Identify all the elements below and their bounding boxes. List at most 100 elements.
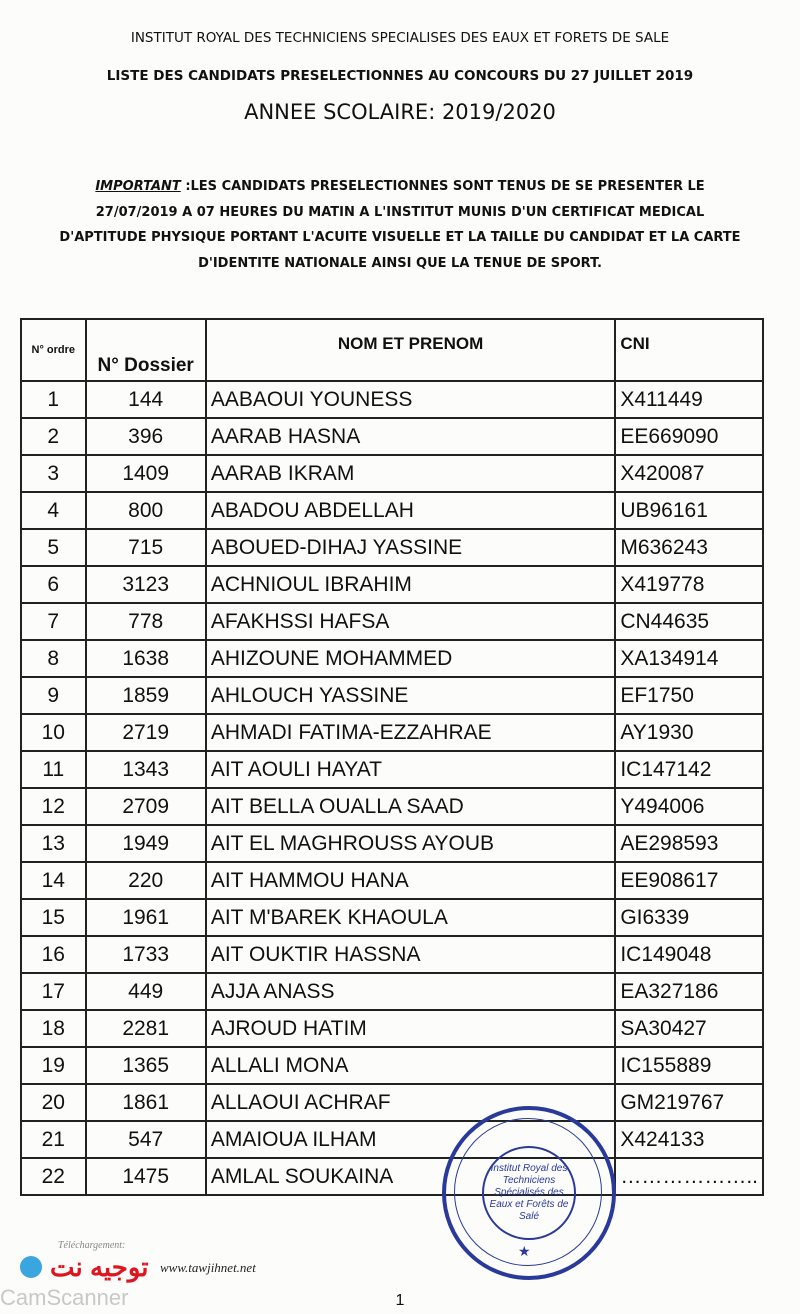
order-cell: 18 <box>20 1009 87 1048</box>
order-cell: 13 <box>20 824 87 863</box>
name-cell: ABOUED-DIHAJ YASSINE <box>204 528 617 567</box>
dossier-cell: 2719 <box>84 713 207 752</box>
stamp-center: Institut Royal des Techniciens Spécialis… <box>482 1146 576 1240</box>
table-row: 10 2719 AHMADI FATIMA-EZZAHRAE AY1930 <box>20 713 764 752</box>
name-cell: AIT HAMMOU HANA <box>204 861 617 900</box>
dossier-cell: 220 <box>84 861 207 900</box>
name-cell: AARAB IKRAM <box>204 454 617 493</box>
dossier-cell: 449 <box>84 972 207 1011</box>
order-cell: 6 <box>20 565 87 604</box>
table-header-row: N° ordre N° Dossier NOM ET PRENOM CNI <box>20 318 764 382</box>
star-icon: ★ <box>518 1243 531 1259</box>
order-cell: 15 <box>20 898 87 937</box>
dossier-cell: 2281 <box>84 1009 207 1048</box>
notice-line: D'APTITUDE PHYSIQUE PORTANT L'ACUITE VIS… <box>59 230 741 245</box>
dossier-cell: 1475 <box>84 1157 207 1196</box>
institute-title: INSTITUT ROYAL DES TECHNICIENS SPECIALIS… <box>130 30 670 46</box>
table-row: 22 1475 AMLAL SOUKAINA……………….. <box>20 1157 764 1196</box>
important-label: IMPORTANT <box>95 179 181 194</box>
cni-cell: X419778 <box>614 565 764 604</box>
table-row: 18 2281 AJROUD HATIM SA30427 <box>20 1009 764 1048</box>
name-cell: AJROUD HATIM <box>204 1009 617 1048</box>
cni-cell: GI6339 <box>614 898 764 937</box>
table-row: 11 1343 AIT AOULI HAYAT IC147142 <box>20 750 764 789</box>
dossier-cell: 1343 <box>84 750 207 789</box>
order-cell: 5 <box>20 528 87 567</box>
cni-cell: SA30427 <box>614 1009 764 1048</box>
name-cell: AIT OUKTIR HASSNA <box>204 935 617 974</box>
table-row: 13 1949 AIT EL MAGHROUSS AYOUB AE298593 <box>20 824 764 863</box>
school-year: ANNEE SCOLAIRE: 2019/2020 <box>244 100 556 124</box>
order-cell: 20 <box>20 1083 87 1122</box>
name-cell: AJJA ANASS <box>204 972 617 1011</box>
col-cni: CNI <box>614 318 764 382</box>
name-cell: AIT BELLA OUALLA SAAD <box>204 787 617 826</box>
download-label: Téléchargement: <box>58 1240 126 1251</box>
order-cell: 19 <box>20 1046 87 1085</box>
name-cell: AHMADI FATIMA-EZZAHRAE <box>204 713 617 752</box>
list-title: LISTE DES CANDIDATS PRESELECTIONNES AU C… <box>106 68 694 84</box>
stamp-ring <box>454 1118 602 1266</box>
dossier-cell: 547 <box>84 1120 207 1159</box>
dossier-cell: 1638 <box>84 639 207 678</box>
watermark: Téléchargement: توجيه نت www.tawjihnet.n… <box>0 1240 300 1314</box>
table-row: 7 778 AFAKHSSI HAFSA CN44635 <box>20 602 764 641</box>
cni-cell: AY1930 <box>614 713 764 752</box>
name-cell: ACHNIOUL IBRAHIM <box>204 565 617 604</box>
order-cell: 16 <box>20 935 87 974</box>
site-logo: توجيه نت <box>50 1252 149 1282</box>
table-row: 1 144 AABAOUI YOUNESS X411449 <box>20 380 764 419</box>
name-cell: AABAOUI YOUNESS <box>204 380 617 419</box>
cni-cell: EF1750 <box>614 676 764 715</box>
cni-cell: M636243 <box>614 528 764 567</box>
cni-cell: X411449 <box>614 380 764 419</box>
name-cell: AHIZOUNE MOHAMMED <box>204 639 617 678</box>
table-row: 17 449 AJJA ANASS EA327186 <box>20 972 764 1011</box>
table-row: 8 1638 AHIZOUNE MOHAMMED XA134914 <box>20 639 764 678</box>
dossier-cell: 1961 <box>84 898 207 937</box>
table-row: 2 396 AARAB HASNA EE669090 <box>20 417 764 456</box>
table-row: 20 1861 ALLAOUI ACHRAF GM219767 <box>20 1083 764 1122</box>
order-cell: 22 <box>20 1157 87 1196</box>
order-cell: 4 <box>20 491 87 530</box>
notice-line: :LES CANDIDATS PRESELECTIONNES SONT TENU… <box>180 179 705 194</box>
order-cell: 7 <box>20 602 87 641</box>
dossier-cell: 800 <box>84 491 207 530</box>
table-row: 15 1961 AIT M'BAREK KHAOULA GI6339 <box>20 898 764 937</box>
name-cell: AHLOUCH YASSINE <box>204 676 617 715</box>
table-row: 4 800 ABADOU ABDELLAH UB96161 <box>20 491 764 530</box>
site-url: www.tawjihnet.net <box>160 1260 256 1275</box>
dossier-cell: 1409 <box>84 454 207 493</box>
table-row: 5 715 ABOUED-DIHAJ YASSINE M636243 <box>20 528 764 567</box>
dossier-cell: 2709 <box>84 787 207 826</box>
name-cell: ABADOU ABDELLAH <box>204 491 617 530</box>
cni-cell: EE908617 <box>614 861 764 900</box>
table-row: 14 220 AIT HAMMOU HANA EE908617 <box>20 861 764 900</box>
dossier-cell: 396 <box>84 417 207 456</box>
order-cell: 9 <box>20 676 87 715</box>
order-cell: 17 <box>20 972 87 1011</box>
table-row: 12 2709 AIT BELLA OUALLA SAAD Y494006 <box>20 787 764 826</box>
table-row: 21 547 AMAIOUA ILHAM X424133 <box>20 1120 764 1159</box>
logo-globe-icon <box>20 1256 42 1278</box>
name-cell: AIT AOULI HAYAT <box>204 750 617 789</box>
dossier-cell: 1949 <box>84 824 207 863</box>
dossier-cell: 1365 <box>84 1046 207 1085</box>
dossier-cell: 144 <box>84 380 207 419</box>
order-cell: 10 <box>20 713 87 752</box>
cni-cell: EA327186 <box>614 972 764 1011</box>
cni-cell: ……………….. <box>614 1157 764 1196</box>
cni-cell: X424133 <box>614 1120 764 1159</box>
table-row: 6 3123 ACHNIOUL IBRAHIM X419778 <box>20 565 764 604</box>
cni-cell: EE669090 <box>614 417 764 456</box>
cni-cell: AE298593 <box>614 824 764 863</box>
dossier-cell: 3123 <box>84 565 207 604</box>
name-cell: AFAKHSSI HAFSA <box>204 602 617 641</box>
cni-cell: IC155889 <box>614 1046 764 1085</box>
name-cell: AIT EL MAGHROUSS AYOUB <box>204 824 617 863</box>
order-cell: 21 <box>20 1120 87 1159</box>
cni-cell: CN44635 <box>614 602 764 641</box>
notice-line: D'IDENTITE NATIONALE AINSI QUE LA TENUE … <box>198 255 602 271</box>
scanner-watermark: CamScanner <box>0 1285 129 1310</box>
